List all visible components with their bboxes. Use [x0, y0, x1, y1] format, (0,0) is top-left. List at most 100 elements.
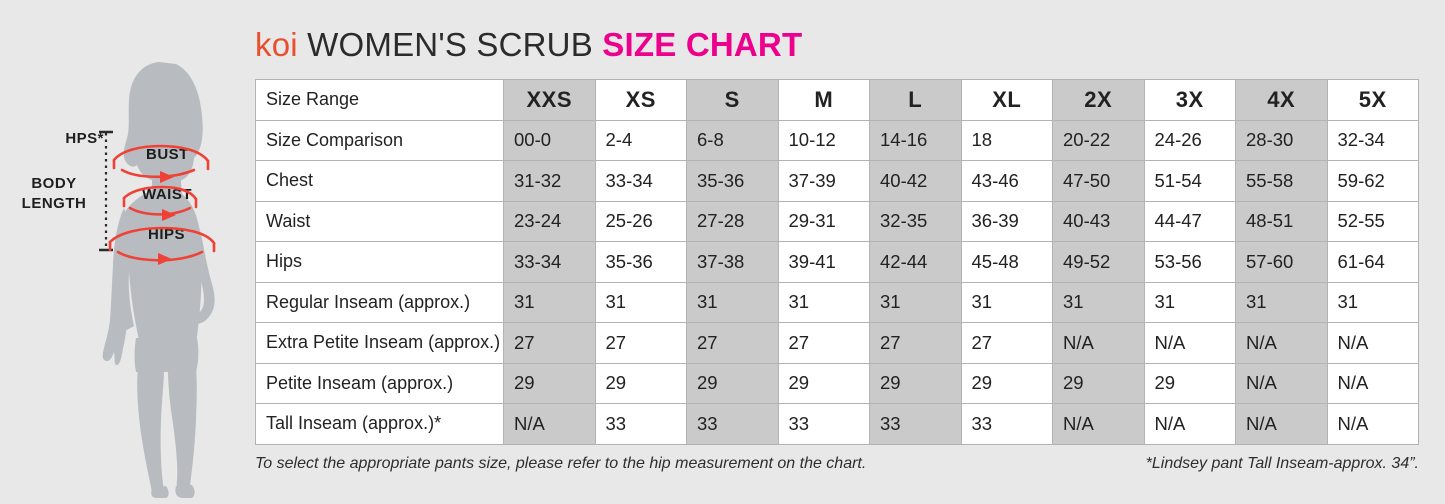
header-size-m: M: [777, 79, 870, 121]
row-label: Chest: [255, 160, 504, 202]
cell-l: 29: [869, 362, 962, 404]
hips-label: HIPS: [148, 226, 186, 243]
row-label: Size Comparison: [255, 119, 504, 161]
body-length-label: BODY LENGTH: [4, 174, 104, 214]
cell-l: 31: [869, 281, 962, 323]
cell-s: 35-36: [686, 160, 779, 202]
cell-4x: N/A: [1235, 322, 1328, 364]
cell-xl: 43-46: [960, 160, 1053, 202]
cell-s: 27-28: [686, 200, 779, 242]
header-size-4x: 4X: [1235, 79, 1328, 121]
cell-s: 33: [686, 403, 779, 445]
table-row: Chest 31-32 33-34 35-36 37-39 40-42 43-46 47-50…: [255, 160, 1419, 202]
cell-2x: 29: [1052, 362, 1145, 404]
cell-m: 29-31: [777, 200, 870, 242]
cell-xs: 2-4: [594, 119, 687, 161]
cell-3x: 44-47: [1143, 200, 1236, 242]
cell-3x: 51-54: [1143, 160, 1236, 202]
cell-xxs: 29: [503, 362, 596, 404]
table-row: Extra Petite Inseam (approx.) 27 27 27 27 27 2…: [255, 322, 1419, 364]
cell-5x: N/A: [1326, 403, 1419, 445]
cell-2x: 31: [1052, 281, 1145, 323]
header-size-xxs: XXS: [503, 79, 596, 121]
cell-3x: N/A: [1143, 403, 1236, 445]
cell-2x: N/A: [1052, 322, 1145, 364]
cell-xl: 29: [960, 362, 1053, 404]
cell-3x: 53-56: [1143, 241, 1236, 283]
row-label: Hips: [255, 241, 504, 283]
cell-m: 37-39: [777, 160, 870, 202]
cell-5x: N/A: [1326, 362, 1419, 404]
cell-5x: 32-34: [1326, 119, 1419, 161]
cell-xs: 31: [594, 281, 687, 323]
table-row: Waist 23-24 25-26 27-28 29-31 32-35 36-39 40-43…: [255, 200, 1419, 242]
header-size-range: Size Range: [255, 79, 504, 121]
size-chart-table: Size Range XXS XS S M L XL 2X 3X 4X 5X S…: [255, 79, 1419, 445]
cell-s: 29: [686, 362, 779, 404]
cell-3x: 31: [1143, 281, 1236, 323]
cell-5x: 52-55: [1326, 200, 1419, 242]
brand-name: koi: [255, 26, 298, 63]
cell-xl: 45-48: [960, 241, 1053, 283]
row-label: Petite Inseam (approx.): [255, 362, 504, 404]
cell-xs: 27: [594, 322, 687, 364]
table-row: Tall Inseam (approx.)* N/A 33 33 33 33 33 N/A N/…: [255, 403, 1419, 445]
cell-5x: N/A: [1326, 322, 1419, 364]
page-title: koi WOMEN'S SCRUB SIZE CHART: [255, 26, 802, 64]
cell-l: 33: [869, 403, 962, 445]
cell-l: 14-16: [869, 119, 962, 161]
table-header-row: Size Range XXS XS S M L XL 2X 3X 4X 5X: [255, 79, 1419, 121]
cell-m: 39-41: [777, 241, 870, 283]
cell-4x: 57-60: [1235, 241, 1328, 283]
table-row: Size Comparison 00-0 2-4 6-8 10-12 14-16 18 20-…: [255, 119, 1419, 161]
cell-xl: 27: [960, 322, 1053, 364]
body-length-line-2: LENGTH: [21, 195, 87, 212]
cell-m: 29: [777, 362, 870, 404]
header-size-l: L: [869, 79, 962, 121]
cell-4x: N/A: [1235, 403, 1328, 445]
cell-s: 31: [686, 281, 779, 323]
cell-xxs: 31: [503, 281, 596, 323]
row-label: Regular Inseam (approx.): [255, 281, 504, 323]
cell-s: 27: [686, 322, 779, 364]
footer-note-right: *Lindsey pant Tall Inseam-approx. 34”.: [1145, 455, 1419, 472]
row-label: Waist: [255, 200, 504, 242]
cell-2x: N/A: [1052, 403, 1145, 445]
cell-xxs: N/A: [503, 403, 596, 445]
waist-label: WAIST: [142, 186, 192, 203]
cell-l: 32-35: [869, 200, 962, 242]
cell-3x: N/A: [1143, 322, 1236, 364]
cell-xxs: 23-24: [503, 200, 596, 242]
cell-xs: 29: [594, 362, 687, 404]
cell-2x: 47-50: [1052, 160, 1145, 202]
cell-4x: 55-58: [1235, 160, 1328, 202]
cell-3x: 24-26: [1143, 119, 1236, 161]
cell-2x: 40-43: [1052, 200, 1145, 242]
cell-xs: 35-36: [594, 241, 687, 283]
cell-4x: 48-51: [1235, 200, 1328, 242]
cell-xl: 36-39: [960, 200, 1053, 242]
body-measurement-illustration: HPS* BODY LENGTH BUST WAIST HIPS: [0, 0, 250, 504]
cell-2x: 49-52: [1052, 241, 1145, 283]
cell-xl: 33: [960, 403, 1053, 445]
measurement-arrows-icon: [108, 144, 216, 265]
cell-m: 10-12: [777, 119, 870, 161]
cell-l: 27: [869, 322, 962, 364]
cell-xs: 33-34: [594, 160, 687, 202]
title-middle: WOMEN'S SCRUB: [307, 26, 593, 63]
bust-label: BUST: [146, 146, 189, 163]
cell-4x: 28-30: [1235, 119, 1328, 161]
header-size-s: S: [686, 79, 779, 121]
header-size-xs: XS: [594, 79, 687, 121]
cell-5x: 61-64: [1326, 241, 1419, 283]
cell-m: 33: [777, 403, 870, 445]
cell-xl: 31: [960, 281, 1053, 323]
title-accent: SIZE CHART: [602, 26, 803, 63]
cell-3x: 29: [1143, 362, 1236, 404]
footer-note-left: To select the appropriate pants size, pl…: [255, 455, 867, 472]
header-size-2x: 2X: [1052, 79, 1145, 121]
cell-xs: 25-26: [594, 200, 687, 242]
cell-xxs: 31-32: [503, 160, 596, 202]
cell-xs: 33: [594, 403, 687, 445]
